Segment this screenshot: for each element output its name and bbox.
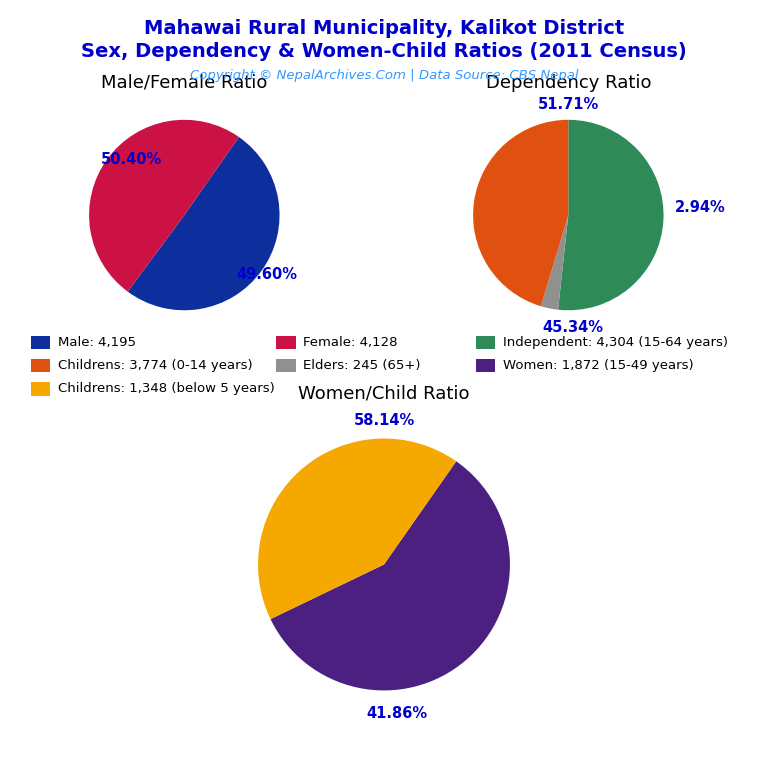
- Text: 49.60%: 49.60%: [237, 266, 298, 282]
- Wedge shape: [473, 120, 568, 306]
- Text: 50.40%: 50.40%: [101, 152, 162, 167]
- Text: Copyright © NepalArchives.Com | Data Source: CBS Nepal: Copyright © NepalArchives.Com | Data Sou…: [190, 69, 578, 82]
- Text: Female: 4,128: Female: 4,128: [303, 336, 398, 349]
- Text: Male: 4,195: Male: 4,195: [58, 336, 136, 349]
- Text: Elders: 245 (65+): Elders: 245 (65+): [303, 359, 421, 372]
- Wedge shape: [89, 120, 239, 292]
- Wedge shape: [541, 215, 568, 310]
- Wedge shape: [270, 462, 510, 690]
- Text: 2.94%: 2.94%: [675, 200, 726, 215]
- Text: 41.86%: 41.86%: [366, 706, 427, 720]
- Wedge shape: [258, 439, 456, 619]
- Text: Women: 1,872 (15-49 years): Women: 1,872 (15-49 years): [503, 359, 694, 372]
- Text: Independent: 4,304 (15-64 years): Independent: 4,304 (15-64 years): [503, 336, 728, 349]
- Text: 58.14%: 58.14%: [353, 413, 415, 429]
- Text: Childrens: 3,774 (0-14 years): Childrens: 3,774 (0-14 years): [58, 359, 252, 372]
- Wedge shape: [558, 120, 664, 310]
- Title: Dependency Ratio: Dependency Ratio: [485, 74, 651, 91]
- Title: Women/Child Ratio: Women/Child Ratio: [298, 385, 470, 402]
- Title: Male/Female Ratio: Male/Female Ratio: [101, 74, 267, 91]
- Text: Sex, Dependency & Women-Child Ratios (2011 Census): Sex, Dependency & Women-Child Ratios (20…: [81, 42, 687, 61]
- Text: Childrens: 1,348 (below 5 years): Childrens: 1,348 (below 5 years): [58, 382, 274, 395]
- Text: 45.34%: 45.34%: [542, 319, 604, 335]
- Wedge shape: [127, 137, 280, 310]
- Text: Mahawai Rural Municipality, Kalikot District: Mahawai Rural Municipality, Kalikot Dist…: [144, 19, 624, 38]
- Text: 51.71%: 51.71%: [538, 98, 599, 112]
